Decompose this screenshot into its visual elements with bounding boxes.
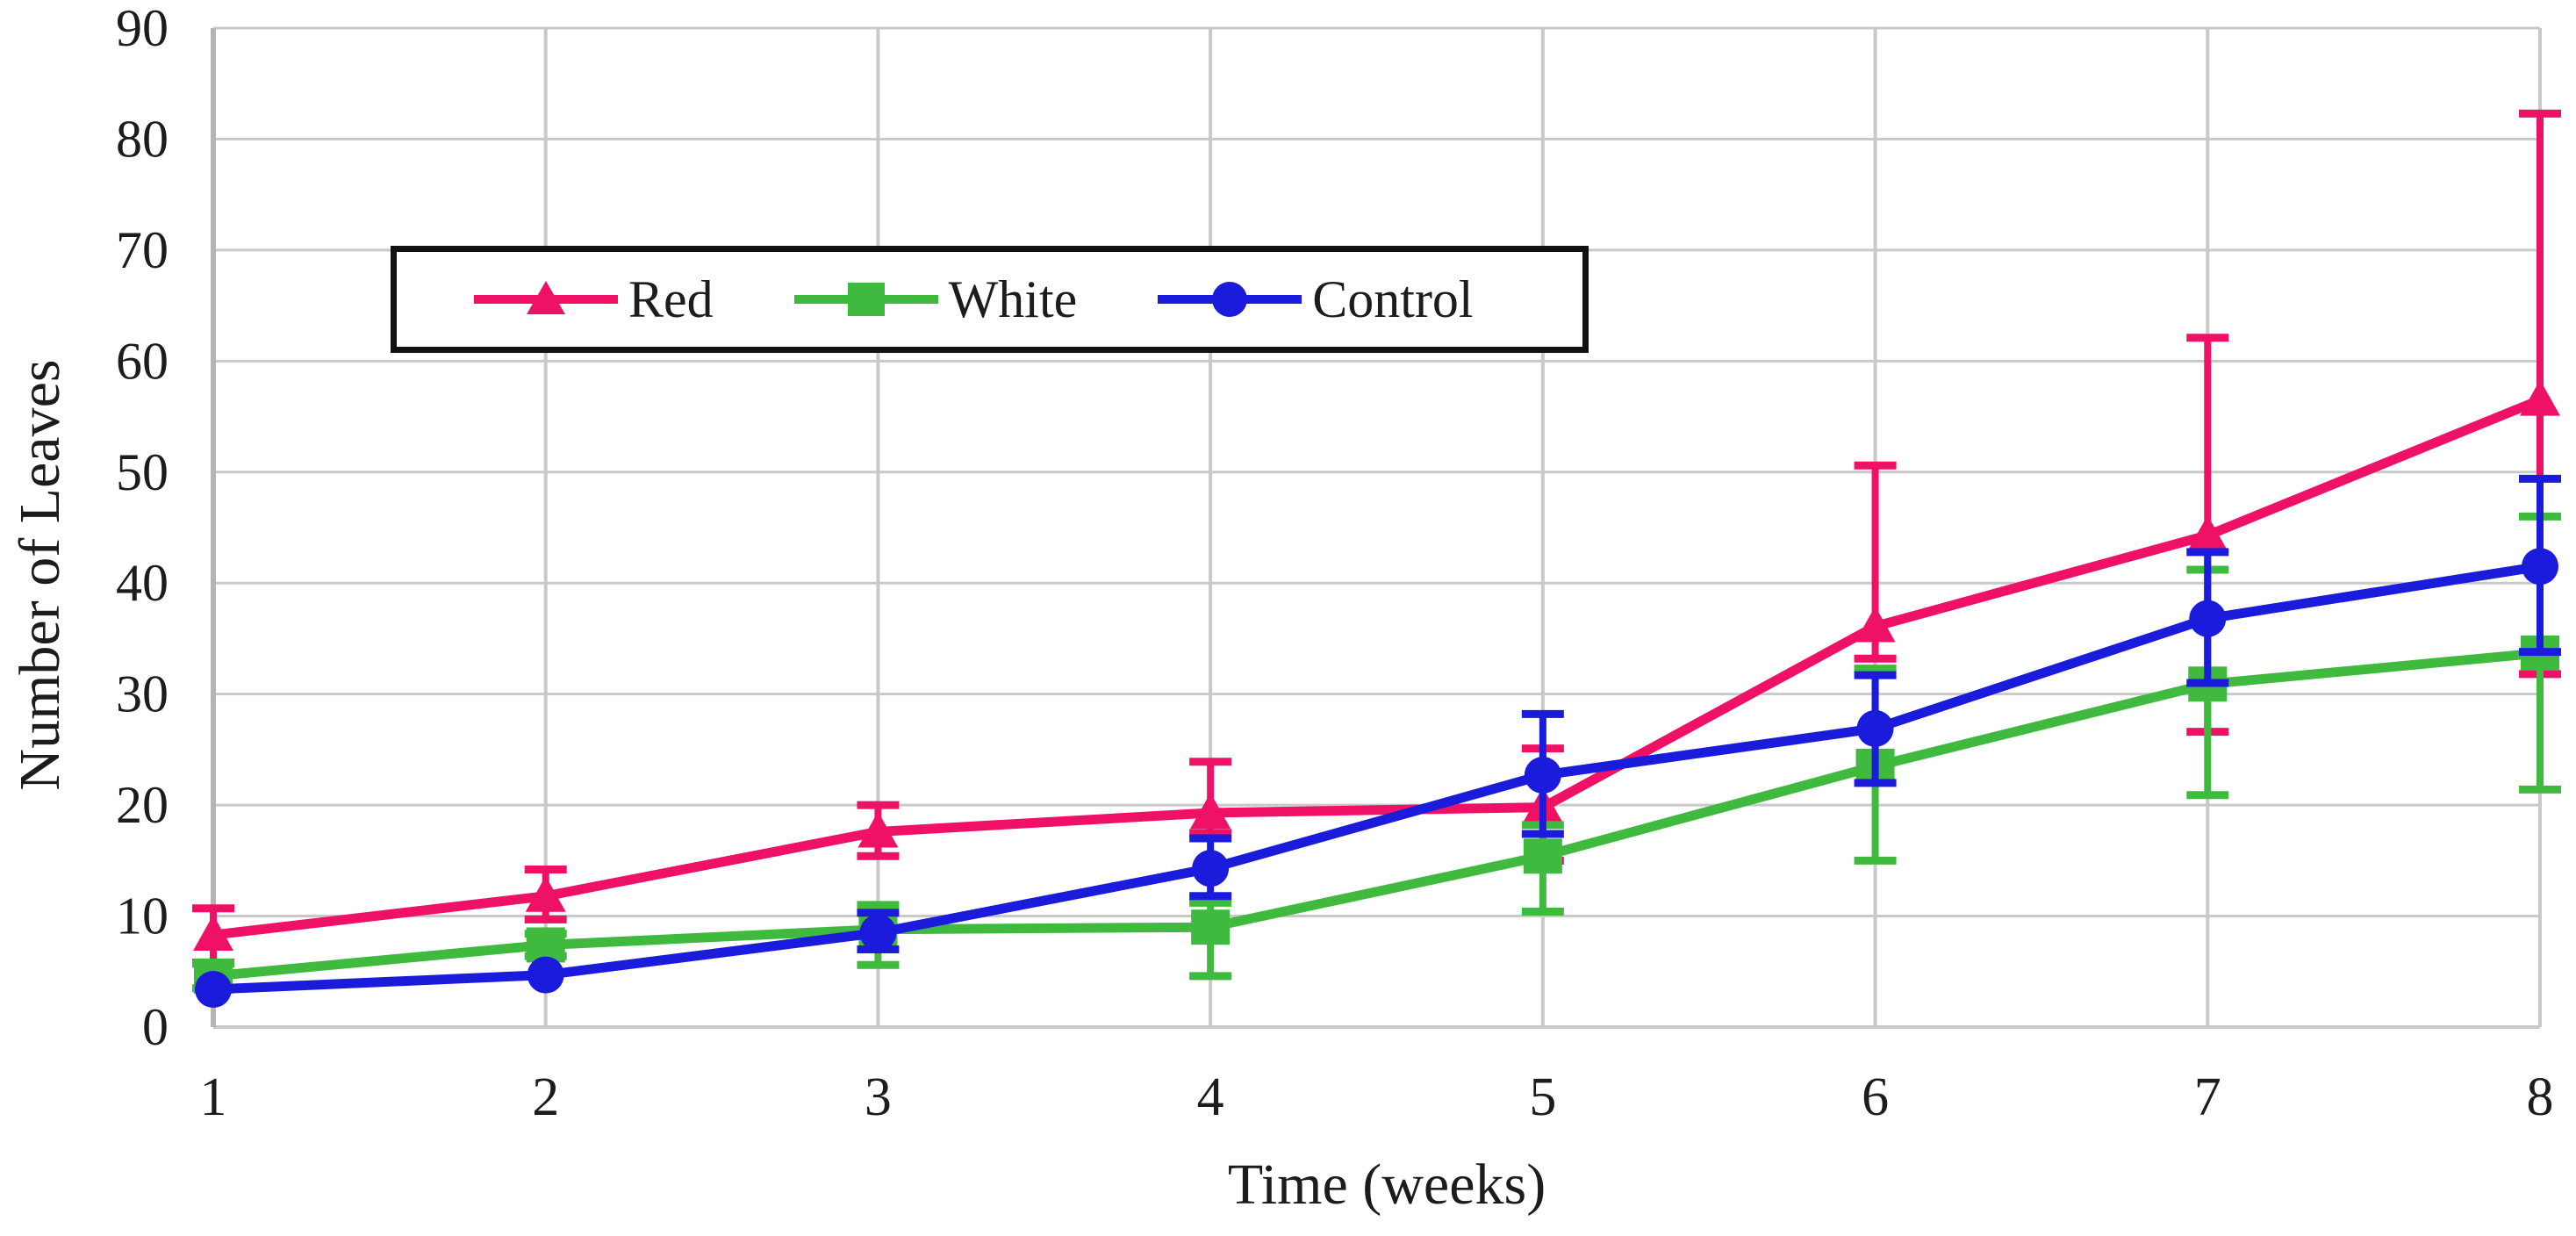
x-tick-label-2: 2 xyxy=(532,1067,559,1127)
marker-control-2 xyxy=(527,956,564,994)
marker-control-4 xyxy=(1192,850,1230,887)
marker-red-2 xyxy=(525,875,566,912)
y-tick-label-70: 70 xyxy=(116,221,169,279)
x-tick-label-3: 3 xyxy=(865,1067,892,1127)
marker-control-6 xyxy=(1856,709,1894,747)
marker-control-5 xyxy=(1524,756,1561,794)
series-line-control xyxy=(212,561,2541,995)
x-tick-label-1: 1 xyxy=(200,1067,227,1127)
y-tick-label-20: 20 xyxy=(116,776,169,834)
x-axis-title: Time (weeks) xyxy=(1227,1153,1546,1217)
marker-white-5 xyxy=(1523,838,1562,874)
marker-red-6 xyxy=(1855,606,1896,643)
series-line-white xyxy=(212,648,2541,981)
x-tick-label-8: 8 xyxy=(2527,1067,2554,1127)
x-tick-label-7: 7 xyxy=(2194,1067,2221,1127)
marker-control-3 xyxy=(859,914,897,952)
red-series-marker-icon xyxy=(474,281,618,314)
marker-red-3 xyxy=(857,811,899,848)
legend-label-control: Control xyxy=(1312,270,1474,328)
y-tick-label-50: 50 xyxy=(116,443,169,501)
legend-item-control: Control xyxy=(1156,270,1474,328)
legend: Red White Control xyxy=(391,246,1589,353)
legend-label-red: Red xyxy=(628,270,714,328)
x-tick-label-4: 4 xyxy=(1197,1067,1224,1127)
marker-red-7 xyxy=(2187,514,2228,551)
marker-red-4 xyxy=(1190,792,1231,829)
legend-item-white: White xyxy=(793,270,1078,328)
marker-control-8 xyxy=(2522,548,2558,586)
x-tick-label-6: 6 xyxy=(1862,1067,1889,1127)
marker-control-7 xyxy=(2189,600,2227,637)
y-tick-label-90: 90 xyxy=(116,0,169,57)
y-axis-title: Number of Leaves xyxy=(8,359,72,791)
marker-red-8 xyxy=(2520,379,2560,416)
y-tick-label-0: 0 xyxy=(142,998,169,1056)
marker-white-4 xyxy=(1191,909,1231,945)
y-tick-label-10: 10 xyxy=(116,887,169,945)
y-tick-label-80: 80 xyxy=(116,110,169,168)
y-tick-label-30: 30 xyxy=(116,665,169,723)
legend-item-red: Red xyxy=(472,273,714,326)
marker-red-1 xyxy=(193,915,233,952)
y-tick-label-40: 40 xyxy=(116,554,169,612)
white-series-marker-icon xyxy=(793,283,938,316)
legend-label-white: White xyxy=(948,270,1078,328)
control-series-marker-icon xyxy=(1158,282,1302,317)
x-tick-label-5: 5 xyxy=(1529,1067,1556,1127)
y-tick-label-60: 60 xyxy=(116,332,169,390)
series-line-red xyxy=(212,395,2543,940)
marker-control-1 xyxy=(195,971,232,1009)
